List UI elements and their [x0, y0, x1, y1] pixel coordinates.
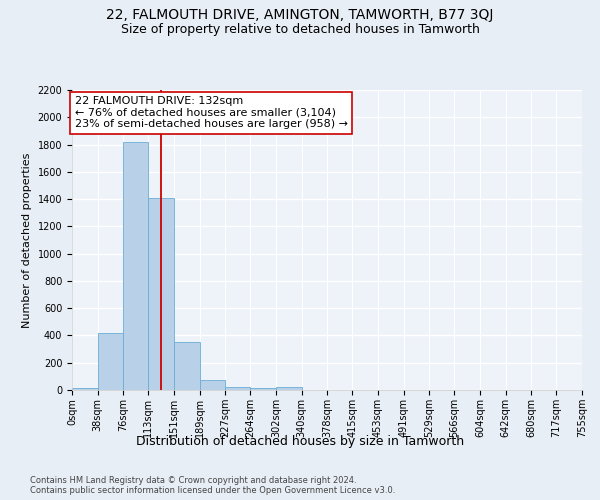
Bar	[226, 386, 250, 390]
Text: Contains HM Land Registry data © Crown copyright and database right 2024.
Contai: Contains HM Land Registry data © Crown c…	[30, 476, 395, 495]
Y-axis label: Number of detached properties: Number of detached properties	[22, 152, 32, 328]
Text: 22 FALMOUTH DRIVE: 132sqm
← 76% of detached houses are smaller (3,104)
23% of se: 22 FALMOUTH DRIVE: 132sqm ← 76% of detac…	[75, 96, 348, 130]
Bar	[276, 386, 302, 390]
Bar	[124, 142, 148, 390]
Bar	[250, 388, 276, 390]
Bar	[200, 380, 226, 390]
Bar	[174, 342, 200, 390]
Bar	[98, 332, 124, 390]
Bar	[72, 388, 98, 390]
Text: 22, FALMOUTH DRIVE, AMINGTON, TAMWORTH, B77 3QJ: 22, FALMOUTH DRIVE, AMINGTON, TAMWORTH, …	[106, 8, 494, 22]
Text: Size of property relative to detached houses in Tamworth: Size of property relative to detached ho…	[121, 22, 479, 36]
Text: Distribution of detached houses by size in Tamworth: Distribution of detached houses by size …	[136, 435, 464, 448]
Bar	[148, 198, 174, 390]
